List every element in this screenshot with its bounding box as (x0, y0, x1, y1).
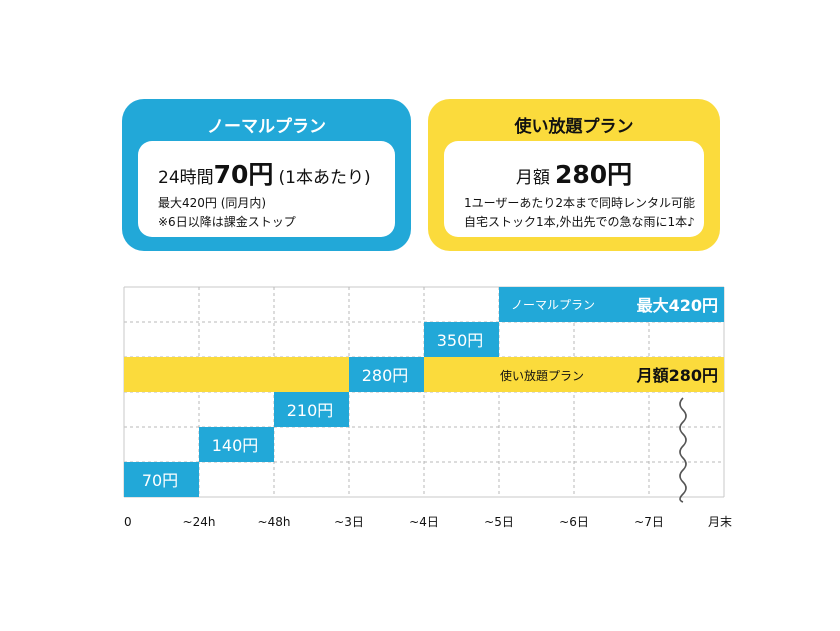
normal-price-main: 70円 (213, 160, 274, 189)
unlimited-line-label: 使い放題プラン (500, 368, 584, 383)
x-tick-label: 0 (124, 515, 132, 529)
normal-note-max: 最大420円 (同月内) (158, 196, 267, 210)
normal-note-stop: ※6日以降は課金ストップ (158, 215, 296, 229)
x-axis-ticks: 0 ~24h ~48h ~3日 ~4日 ~5日 ~6日 ~7日 月末 (124, 515, 732, 529)
normal-price-suffix: (1本あたり) (278, 168, 371, 188)
normal-step-bar (199, 427, 274, 462)
unlimited-plan-price: 月額 280円 (444, 155, 704, 191)
normal-step-label: 350円 (437, 331, 484, 350)
unlimited-price-main: 280円 (554, 160, 633, 189)
normal-step-bar (124, 462, 199, 497)
x-tick-label: ~5日 (484, 515, 514, 529)
normal-plan-price: 24時間70円 (1本あたり) (158, 155, 371, 191)
normal-line-value: 最大420円 (637, 296, 718, 315)
normal-step-bar (499, 287, 724, 322)
unlimited-plan-band (124, 357, 724, 392)
unlimited-note-concurrent: 1ユーザーあたり2本まで同時レンタル可能 (464, 196, 696, 210)
normal-plan-card: ノーマルプラン 24時間70円 (1本あたり) 最大420円 (同月内) ※6日… (122, 99, 411, 251)
unlimited-note-stock: 自宅ストック1本,外出先での急な雨に1本♪ (464, 215, 695, 229)
x-tick-label: ~24h (183, 515, 216, 529)
x-tick-label: ~4日 (409, 515, 439, 529)
normal-step-bar (349, 357, 424, 392)
normal-step-label: 70円 (142, 471, 178, 490)
normal-plan-details: 24時間70円 (1本あたり) 最大420円 (同月内) ※6日以降は課金ストッ… (138, 141, 395, 237)
x-tick-label: ~3日 (334, 515, 364, 529)
normal-step-bar (274, 392, 349, 427)
x-tick-label: ~48h (258, 515, 291, 529)
unlimited-line-value: 月額280円 (636, 366, 718, 385)
unlimited-plan-details: 月額 280円 1ユーザーあたり2本まで同時レンタル可能 自宅ストック1本,外出… (444, 141, 704, 237)
unlimited-price-prefix: 月額 (515, 168, 550, 188)
axis-break-mark (679, 397, 687, 503)
normal-step-label: 210円 (287, 401, 334, 420)
unlimited-plan-card: 使い放題プラン 月額 280円 1ユーザーあたり2本まで同時レンタル可能 自宅ス… (428, 99, 720, 251)
x-tick-label: 月末 (708, 515, 732, 529)
normal-plan-steps (124, 287, 724, 497)
normal-step-bar (424, 322, 499, 357)
x-tick-label: ~6日 (559, 515, 589, 529)
unlimited-plan-title: 使い放題プラン (514, 116, 634, 137)
unlimited-band-right (424, 357, 724, 392)
normal-line-label: ノーマルプラン (511, 298, 595, 312)
normal-plan-title: ノーマルプラン (207, 116, 326, 137)
x-tick-label: ~7日 (634, 515, 664, 529)
normal-price-prefix: 24時間 (158, 168, 214, 188)
normal-step-label: 140円 (212, 436, 259, 455)
unlimited-band-left (124, 357, 349, 392)
normal-step-label: 280円 (362, 366, 409, 385)
